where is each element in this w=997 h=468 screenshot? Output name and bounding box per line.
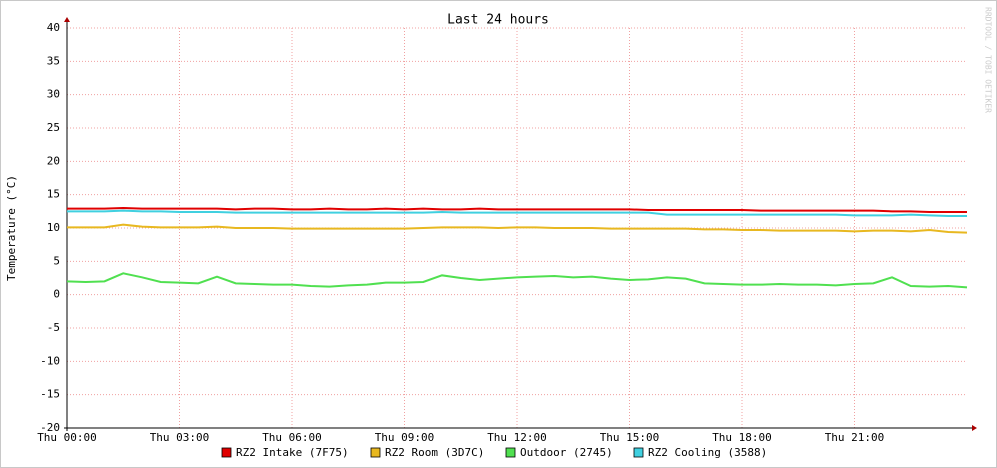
y-tick-label: -15	[40, 388, 60, 401]
y-tick-label: 5	[53, 254, 60, 267]
y-tick-label: 30	[47, 88, 60, 101]
y-tick-label: 0	[53, 288, 60, 301]
chart-title: Last 24 hours	[447, 13, 549, 28]
legend-swatch	[633, 447, 644, 458]
y-tick-label: 10	[47, 221, 60, 234]
legend-swatch	[505, 447, 516, 458]
series-line	[67, 206, 967, 213]
legend-label: RZ2 Intake (7F75)	[236, 446, 349, 459]
axis-arrow	[972, 425, 977, 431]
y-tick-label: 40	[47, 21, 60, 34]
x-tick-label: Thu 21:00	[825, 431, 885, 444]
y-tick-label: -10	[40, 354, 60, 367]
y-tick-label: 35	[47, 54, 60, 67]
legend-swatch	[370, 447, 381, 458]
legend-label: RZ2 Room (3D7C)	[385, 446, 484, 459]
series-line	[67, 223, 968, 234]
y-tick-label: 20	[47, 154, 60, 167]
x-tick-label: Thu 03:00	[150, 431, 210, 444]
legend-label: Outdoor (2745)	[520, 446, 613, 459]
y-tick-label: 15	[47, 188, 60, 201]
watermark: RRDTOOL / TOBI OETIKER	[984, 7, 993, 113]
x-tick-label: Thu 09:00	[375, 431, 435, 444]
y-tick-label: -20	[40, 421, 60, 434]
y-tick-label: -5	[47, 321, 60, 334]
x-tick-label: Thu 18:00	[712, 431, 772, 444]
x-tick-label: Thu 00:00	[37, 431, 97, 444]
legend-swatch	[221, 447, 232, 458]
axis-arrow	[64, 17, 70, 22]
series-line	[66, 272, 968, 289]
y-axis-label: Temperature (°C)	[5, 175, 18, 281]
y-tick-label: 25	[47, 121, 60, 134]
x-tick-label: Thu 12:00	[487, 431, 547, 444]
legend-label: RZ2 Cooling (3588)	[648, 446, 767, 459]
series-line	[67, 209, 967, 217]
x-tick-label: Thu 06:00	[262, 431, 322, 444]
x-tick-label: Thu 15:00	[600, 431, 660, 444]
